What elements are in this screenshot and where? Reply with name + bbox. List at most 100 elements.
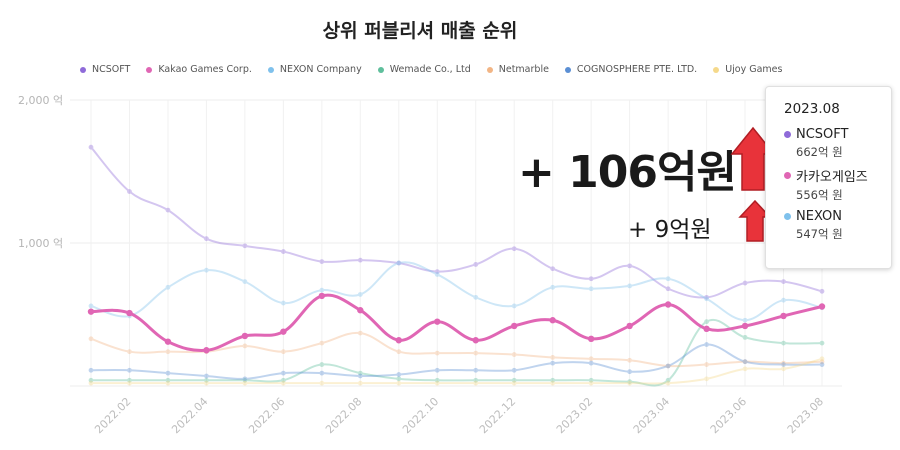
data-point: [665, 363, 671, 369]
tooltip-series-value: 547억 원: [796, 227, 843, 241]
legend-item[interactable]: Ujoy Games: [713, 64, 782, 75]
data-point: [395, 337, 402, 344]
data-point: [818, 303, 826, 310]
chart-legend: NCSOFT Kakao Games Corp. NEXON Company Wema…: [80, 64, 782, 75]
data-point: [627, 357, 633, 363]
data-point: [473, 350, 479, 356]
data-point: [473, 367, 479, 373]
data-point: [742, 334, 748, 340]
data-point: [319, 259, 325, 264]
data-point: [550, 355, 556, 360]
data-point: [511, 367, 517, 373]
tooltip-series-value: 662억 원: [796, 145, 843, 159]
legend-item[interactable]: NEXON Company: [267, 64, 362, 75]
tooltip-dot-icon: [784, 213, 791, 220]
series-ncsoft: [88, 144, 825, 300]
data-point: [819, 356, 825, 362]
data-point: [588, 276, 594, 282]
tooltip-row: NEXON 547억 원: [784, 209, 879, 242]
legend-label: NCSOFT: [92, 64, 131, 75]
data-point: [742, 359, 748, 365]
x-tick-label: 2022.12: [477, 395, 518, 436]
data-point: [204, 373, 209, 379]
series-wemade-co-ltd: [88, 318, 825, 387]
data-point: [741, 322, 749, 330]
data-point: [665, 363, 671, 369]
data-point: [550, 360, 556, 366]
data-point: [587, 335, 595, 343]
data-point: [550, 266, 556, 272]
data-point: [588, 286, 594, 292]
data-point: [704, 294, 709, 300]
data-point: [704, 342, 709, 347]
data-point: [627, 283, 633, 289]
hover-tooltip: 2023.08 NCSOFT 662억 원 카카오게임즈 556억 원 NEXON 547…: [765, 86, 892, 269]
data-point: [396, 260, 402, 266]
data-point: [357, 257, 363, 263]
legend-item[interactable]: Wemade Co., Ltd: [377, 64, 471, 75]
data-point: [319, 287, 325, 293]
data-point: [165, 284, 171, 290]
data-point: [396, 380, 402, 386]
data-point: [280, 370, 286, 376]
data-point: [781, 297, 786, 303]
legend-item[interactable]: Netmarble: [486, 64, 549, 75]
series-line: [90, 331, 823, 368]
data-point: [242, 377, 248, 383]
data-point: [627, 369, 633, 375]
data-point: [781, 360, 786, 366]
data-point: [511, 380, 517, 386]
data-point: [742, 280, 748, 286]
data-point: [280, 377, 286, 383]
data-point: [588, 356, 594, 362]
data-point: [357, 373, 363, 379]
data-point: [88, 377, 94, 383]
tooltip-row: NCSOFT 662억 원: [784, 127, 879, 160]
data-point: [165, 349, 171, 355]
data-point: [434, 272, 440, 277]
data-point: [627, 263, 633, 269]
data-point: [396, 349, 402, 355]
data-point: [627, 379, 633, 385]
data-point: [203, 347, 210, 354]
data-point: [204, 236, 209, 242]
x-tick-label: 2023.08: [785, 395, 826, 436]
data-point: [511, 303, 517, 309]
data-point: [434, 269, 440, 274]
data-point: [319, 362, 325, 367]
data-point: [511, 377, 517, 383]
data-point: [781, 340, 786, 346]
y-tick-label: 2,000 억: [18, 94, 63, 107]
legend-dot-icon: [80, 66, 86, 73]
x-tick-label: 2022.04: [169, 395, 210, 436]
tooltip-dot-icon: [784, 172, 791, 179]
tooltip-rows: NCSOFT 662억 원 카카오게임즈 556억 원 NEXON 547억 원: [784, 127, 879, 242]
data-point: [742, 317, 748, 323]
legend-item[interactable]: NCSOFT: [80, 64, 130, 75]
data-point: [550, 377, 556, 383]
x-tick-label: 2022.10: [400, 395, 441, 436]
tooltip-series-value: 556억 원: [796, 188, 843, 202]
legend-item[interactable]: COGNOSPHERE PTE. LTD.: [564, 64, 697, 75]
data-point: [742, 359, 748, 365]
data-point: [511, 322, 518, 330]
data-point: [396, 372, 402, 377]
data-point: [665, 380, 671, 386]
data-point: [588, 377, 594, 383]
legend-dot-icon: [486, 66, 493, 73]
legend-label: Wemade Co., Ltd: [389, 64, 471, 75]
data-point: [780, 312, 787, 320]
data-point: [434, 377, 440, 383]
legend-item[interactable]: Kakao Games Corp.: [146, 64, 252, 75]
data-point: [434, 380, 440, 386]
data-point: [511, 246, 517, 252]
data-point: [127, 367, 132, 373]
data-point: [242, 376, 248, 382]
series-line: [91, 357, 823, 385]
data-point: [396, 376, 402, 382]
data-point: [242, 279, 248, 285]
data-point: [280, 249, 286, 254]
series-line: [90, 293, 823, 352]
y-axis-ticks: 2,000 억 1,000 억: [18, 94, 63, 250]
data-point: [88, 336, 94, 342]
